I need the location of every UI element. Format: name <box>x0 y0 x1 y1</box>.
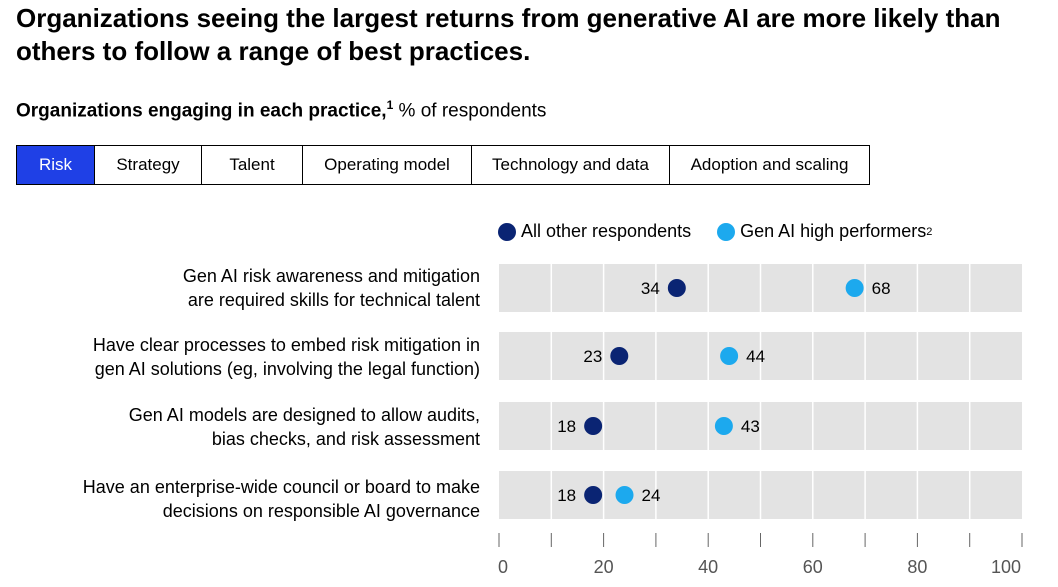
row-label-1-line-2: are required skills for technical talent <box>187 290 480 310</box>
axis-tick-label-40: 40 <box>698 557 718 577</box>
tab-strategy[interactable]: Strategy <box>95 146 202 184</box>
axis-tick-label-100: 100 <box>991 557 1021 577</box>
row-label-3-line-1: Gen AI models are designed to allow audi… <box>128 405 480 425</box>
chart-title: Organizations seeing the largest returns… <box>16 3 1001 66</box>
chart-subtitle: Organizations engaging in each practice,… <box>16 93 546 123</box>
tab-talent[interactable]: Talent <box>202 146 303 184</box>
subtitle-main: Organizations engaging in each practice, <box>16 100 387 122</box>
row-label-3: Gen AI models are designed to allow audi… <box>20 403 480 451</box>
dot-series-1-row-3 <box>584 417 603 435</box>
legend-label-high: Gen AI high performers <box>740 221 927 241</box>
row-label-1: Gen AI risk awareness and mitigation are… <box>20 264 480 312</box>
data-label-series-2-row-3: 43 <box>741 417 760 436</box>
subtitle-unit: % of respondents <box>393 100 547 122</box>
axis-tick-label-20: 20 <box>594 557 614 577</box>
dot-series-1-row-4 <box>584 486 603 504</box>
dot-series-2-row-3 <box>714 417 733 435</box>
data-label-series-2-row-4: 24 <box>642 486 661 505</box>
legend-item-high: Gen AI high performers 2 <box>717 221 932 242</box>
axis-tick-label-0: 0 <box>498 557 508 577</box>
row-label-2: Have clear processes to embed risk mitig… <box>20 333 480 381</box>
dot-series-1-row-2 <box>610 347 629 365</box>
row-label-2-line-1: Have clear processes to embed risk mitig… <box>92 335 480 355</box>
subtitle-footnote: 1 <box>386 98 394 112</box>
dot-series-2-row-1 <box>845 279 864 297</box>
tab-technology-and-data[interactable]: Technology and data <box>472 146 670 184</box>
dot-series-2-row-4 <box>615 486 634 504</box>
data-label-series-1-row-2: 23 <box>583 347 602 366</box>
tab-operating-model[interactable]: Operating model <box>303 146 472 184</box>
data-label-series-1-row-1: 34 <box>641 279 660 298</box>
row-label-2-line-2: gen AI solutions (eg, involving the lega… <box>94 359 480 379</box>
legend-footnote-high: 2 <box>926 225 933 238</box>
legend-label-other: All other respondents <box>521 221 692 241</box>
legend-item-other: All other respondents <box>498 221 691 242</box>
tab-adoption-and-scaling[interactable]: Adoption and scaling <box>670 146 869 184</box>
data-label-series-2-row-1: 68 <box>872 279 891 298</box>
category-tabs: Risk Strategy Talent Operating model Tec… <box>16 145 870 185</box>
row-label-3-line-2: bias checks, and risk assessment <box>211 429 480 449</box>
axis-tick-label-60: 60 <box>803 557 823 577</box>
data-label-series-1-row-4: 18 <box>557 486 576 505</box>
tab-risk[interactable]: Risk <box>17 146 95 184</box>
axis-tick-label-80: 80 <box>907 557 927 577</box>
legend-dot-other <box>498 222 516 241</box>
data-label-series-2-row-2: 44 <box>746 347 765 366</box>
data-label-series-1-row-3: 18 <box>557 417 576 436</box>
dot-series-1-row-1 <box>667 279 686 297</box>
row-label-1-line-1: Gen AI risk awareness and mitigation <box>182 266 480 286</box>
row-label-4-line-1: Have an enterprise-wide council or board… <box>82 477 480 497</box>
row-label-4: Have an enterprise-wide council or board… <box>20 475 480 523</box>
row-label-4-line-2: decisions on responsible AI governance <box>162 501 480 521</box>
chart-legend: All other respondents Gen AI high perfor… <box>498 221 958 242</box>
legend-dot-high <box>717 222 736 241</box>
dot-series-2-row-2 <box>720 347 739 365</box>
